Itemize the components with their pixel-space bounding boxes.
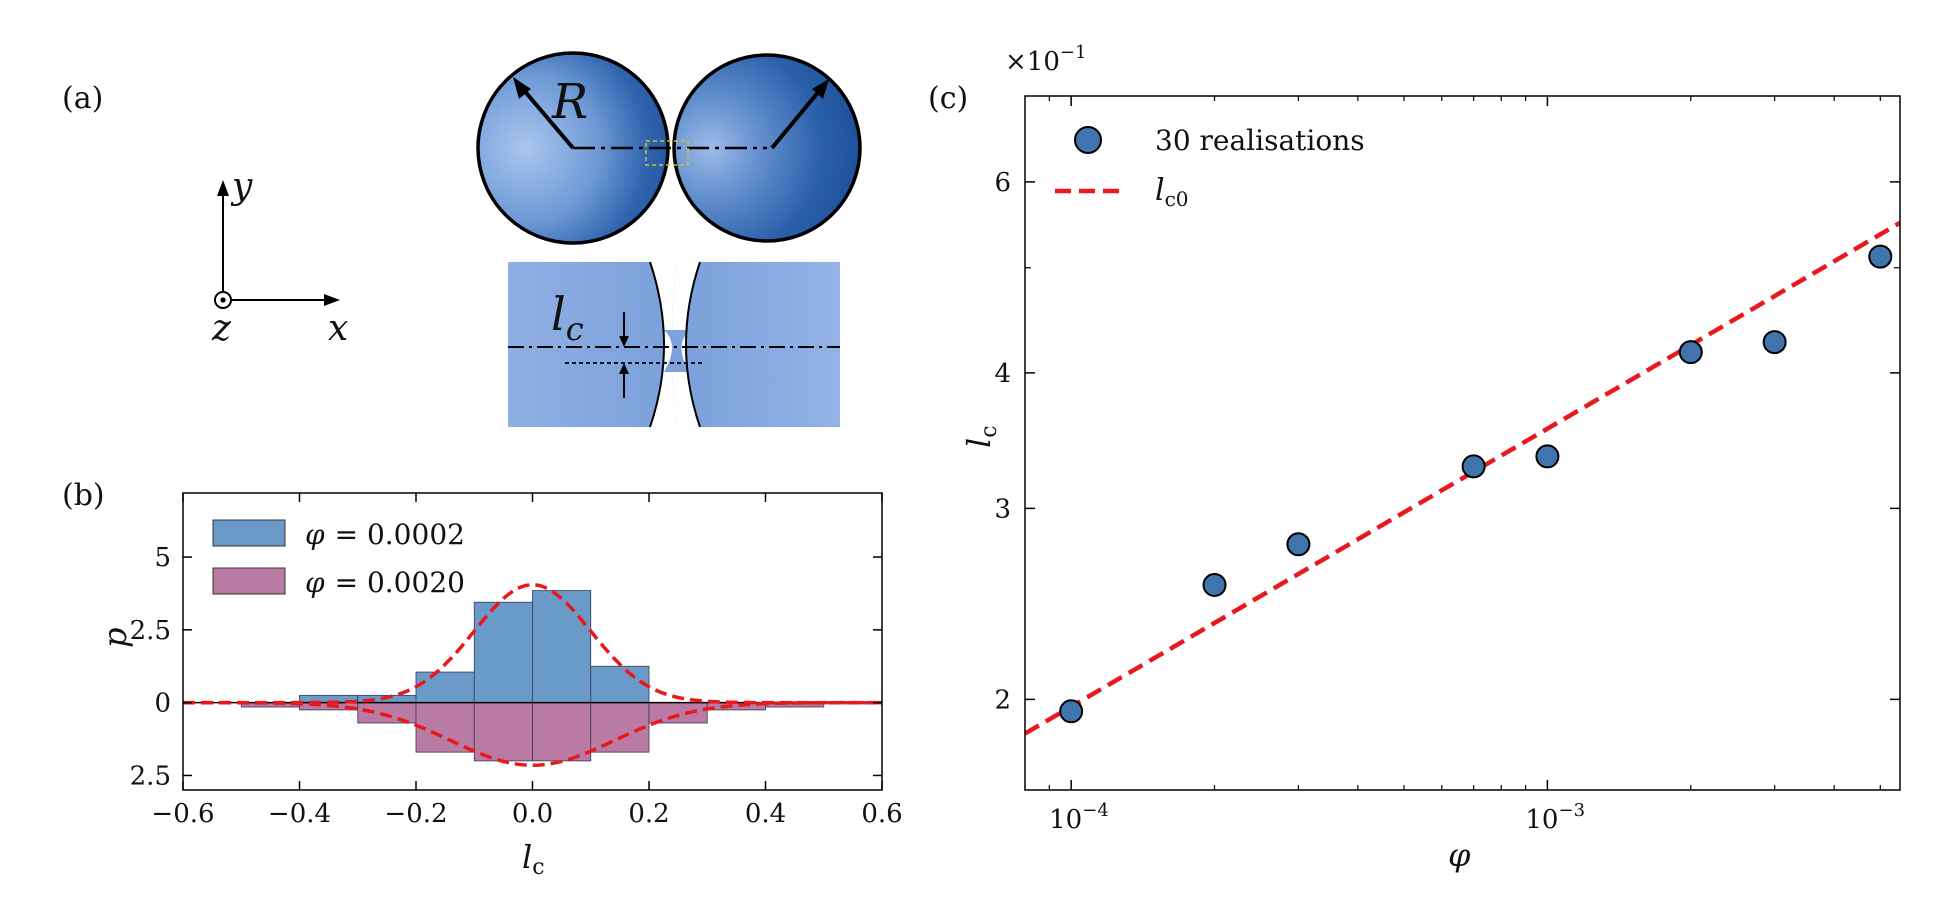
data-point [1535,444,1560,469]
z-axis-dot-icon [220,297,226,303]
panel-c: (c) ×10−1 10−4 10−3 2 3 4 6 30 realisations l… [928,42,1902,874]
legend-marker [1074,126,1102,154]
sphere-pair: R [476,51,862,245]
panel-a-label: (a) [62,81,103,116]
histogram-bar [415,671,475,704]
legend-points-label: 30 realisations [1155,124,1365,157]
y-tick-label: 6 [994,168,1011,198]
x-arrow-head [324,294,340,306]
legend-label-1: φ = 0.0002 [305,518,465,551]
x-tick-label: 10−3 [1525,800,1585,835]
surface-right [685,261,701,428]
panel-b: (b) −0.6 −0.4 −0.2 0.0 0.2 0.4 0.6 5 2.5 0 2.5 φ = … [62,478,903,880]
x-axis-label: x [328,308,348,349]
data-point [1202,572,1227,597]
y-tick-label: 4 [994,359,1011,389]
data-point [1461,454,1486,479]
x-tick-label: 10−4 [1049,800,1109,835]
data-point [1286,532,1311,557]
histogram-bar [473,601,533,704]
x-tick-label: −0.6 [151,799,214,829]
panel-c-ticks: 10−4 10−3 2 3 4 6 [994,96,1900,835]
y-tick-label: 5 [154,543,171,573]
data-point [1059,699,1084,724]
histogram-bar [590,665,650,704]
lc-label: lc [551,287,584,348]
z-axis-label: z [211,308,232,349]
gap-left [650,262,676,427]
contact-zoom: lc [508,261,840,428]
histogram-bar [357,702,417,724]
y-multiplier: ×10−1 [1005,42,1086,77]
zoom-region-box [645,140,689,166]
panel-c-legend: 30 realisations lc0 [1055,124,1365,211]
legend-swatch-pink [212,567,286,595]
surface-left [649,261,665,428]
coordinate-axes: y x z [211,166,348,349]
histogram-bar [532,702,592,762]
panel-b-ylabel: p [96,628,134,648]
panel-b-xlabel: lc [522,838,545,880]
radius-arrow-left [520,86,575,150]
histogram-bar [473,702,533,762]
panel-b-label: (b) [62,478,105,513]
y-tick-label: 3 [994,494,1011,524]
contact-neck [664,330,690,372]
data-point [1868,244,1893,269]
legend-swatch-blue [212,519,286,547]
data-points [1059,244,1893,724]
fit-curve-down [183,700,882,768]
panel-b-ticks: −0.6 −0.4 −0.2 0.0 0.2 0.4 0.6 5 2.5 0 2.5 [130,493,903,829]
x-tick-label: 0.2 [628,799,669,829]
panel-b-legend: φ = 0.0002 φ = 0.0020 [212,518,465,599]
panel-c-label: (c) [928,81,968,116]
lc-arrow-bottom-head [619,363,629,374]
radius-arrow-right [770,88,822,150]
legend-line-label: lc0 [1155,173,1189,211]
y-tick-label: 2.5 [130,616,171,646]
x-tick-label: 0.0 [512,799,553,829]
panel-c-frame [1024,95,1901,791]
radius-arrow-right-head [812,79,829,99]
x-tick-label: 0.4 [745,799,786,829]
x-tick-label: −0.2 [384,799,447,829]
radius-arrow-left-head [513,77,531,99]
lc-arrow-top-head [619,336,629,347]
y-tick-label: 2.5 [130,761,171,791]
histogram-bar [648,702,708,724]
legend-label-2: φ = 0.0020 [305,566,465,599]
radius-label: R [551,74,588,130]
y-arrow-head [217,180,229,196]
x-tick-label: 0.6 [861,799,902,829]
panel-c-xlabel: φ [1448,836,1471,874]
y-tick-label: 2 [994,685,1011,715]
panel-c-ylabel: lc [960,425,1002,448]
histogram-bar [532,590,592,704]
data-point [1762,330,1787,355]
y-axis-label: y [230,166,253,207]
data-point [1678,340,1703,365]
y-tick-label: 0 [154,689,171,719]
x-tick-label: −0.4 [268,799,331,829]
panel-a: (a) y x z R [62,51,862,428]
fit-line [1023,220,1902,736]
histogram-bars [240,590,825,762]
